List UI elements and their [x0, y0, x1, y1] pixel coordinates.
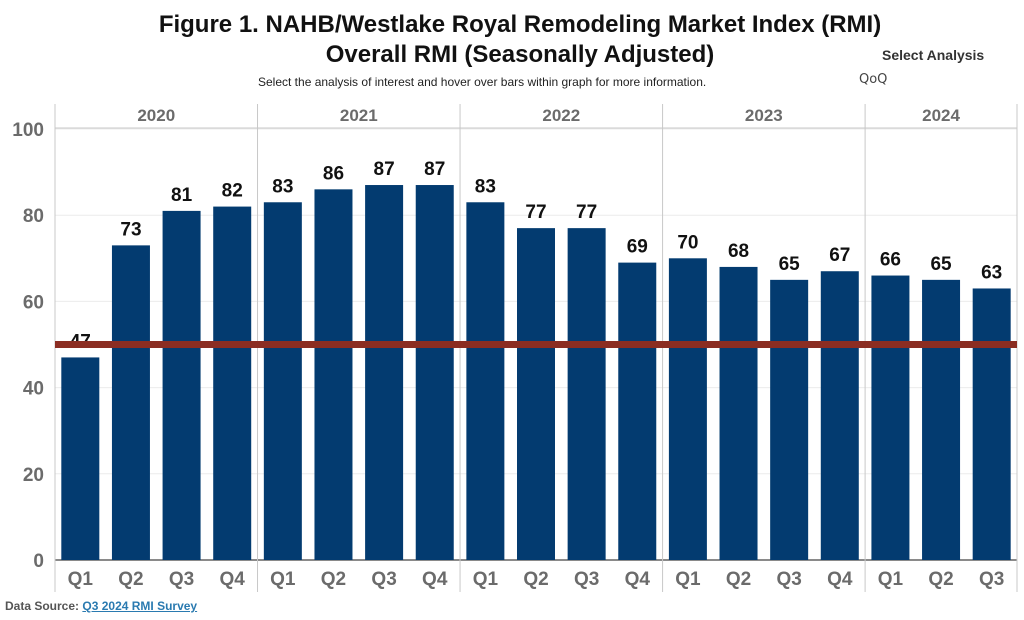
- data-label: 83: [272, 176, 293, 197]
- select-analysis-dropdown[interactable]: QoQ: [859, 72, 888, 87]
- year-header: 2023: [745, 106, 783, 125]
- y-tick-label: 20: [23, 465, 44, 486]
- x-tick-label: Q3: [776, 569, 801, 590]
- data-label: 82: [222, 181, 243, 202]
- y-tick-label: 0: [33, 551, 44, 572]
- data-label: 66: [880, 250, 901, 271]
- bar: [618, 262, 657, 560]
- bar: [922, 279, 961, 560]
- data-label: 73: [120, 219, 141, 240]
- data-label: 67: [829, 245, 850, 266]
- y-tick-label: 100: [12, 120, 44, 141]
- x-tick-label: Q2: [321, 569, 346, 590]
- data-label: 86: [323, 163, 344, 184]
- bar: [668, 258, 707, 560]
- year-header: 2020: [137, 106, 175, 125]
- data-label: 77: [576, 202, 597, 223]
- y-tick-label: 40: [23, 379, 44, 400]
- x-tick-label: Q4: [625, 569, 651, 590]
- bar: [770, 279, 809, 560]
- year-header: 2024: [922, 106, 960, 125]
- data-source-footer: Data Source: Q3 2024 RMI Survey: [5, 599, 197, 613]
- x-tick-label: Q4: [220, 569, 246, 590]
- x-tick-label: Q3: [574, 569, 599, 590]
- year-header: 2022: [542, 106, 580, 125]
- data-label: 83: [475, 176, 496, 197]
- chart-title: Figure 1. NAHB/Westlake Royal Remodeling…: [158, 11, 882, 38]
- x-tick-label: Q2: [523, 569, 548, 590]
- data-source-label: Data Source:: [5, 599, 80, 613]
- bar: [111, 245, 150, 560]
- x-tick-label: Q2: [118, 569, 143, 590]
- x-tick-label: Q2: [928, 569, 953, 590]
- y-tick-label: 60: [23, 292, 44, 313]
- bar: [820, 271, 859, 560]
- data-label: 87: [374, 159, 395, 180]
- data-label: 77: [525, 202, 546, 223]
- year-header: 2021: [340, 106, 378, 125]
- bar: [314, 189, 353, 560]
- bar: [263, 202, 302, 560]
- x-tick-label: Q1: [473, 569, 499, 590]
- bar: [871, 275, 910, 560]
- data-label: 68: [728, 241, 749, 262]
- y-tick-label: 80: [23, 206, 44, 227]
- bar: [162, 210, 201, 560]
- bar: [213, 206, 252, 560]
- bar: [365, 185, 404, 560]
- data-label: 65: [930, 254, 952, 275]
- bar: [719, 266, 758, 560]
- data-label: 81: [171, 185, 193, 206]
- x-tick-label: Q4: [827, 569, 853, 590]
- chart-subtitle-line: Overall RMI (Seasonally Adjusted): [325, 41, 715, 68]
- x-tick-label: Q1: [68, 569, 94, 590]
- bar: [567, 228, 606, 560]
- x-tick-label: Q1: [270, 569, 296, 590]
- bar: [517, 228, 555, 560]
- data-label: 65: [779, 254, 801, 275]
- bar: [466, 202, 505, 560]
- x-tick-label: Q1: [878, 569, 904, 590]
- bar: [415, 185, 454, 560]
- x-tick-label: Q2: [726, 569, 751, 590]
- data-label: 87: [424, 159, 445, 180]
- data-source-link[interactable]: Q3 2024 RMI Survey: [82, 599, 198, 613]
- data-label: 69: [627, 237, 648, 258]
- data-label: 70: [677, 232, 698, 253]
- select-analysis-label: Select Analysis: [882, 47, 985, 63]
- bar: [61, 357, 100, 560]
- x-tick-label: Q3: [979, 569, 1004, 590]
- instruction-text: Select the analysis of interest and hove…: [258, 75, 707, 89]
- x-tick-label: Q3: [169, 569, 194, 590]
- x-tick-label: Q1: [675, 569, 701, 590]
- bar: [972, 288, 1011, 560]
- x-tick-label: Q4: [422, 569, 448, 590]
- data-label: 63: [981, 262, 1002, 283]
- x-tick-label: Q3: [371, 569, 396, 590]
